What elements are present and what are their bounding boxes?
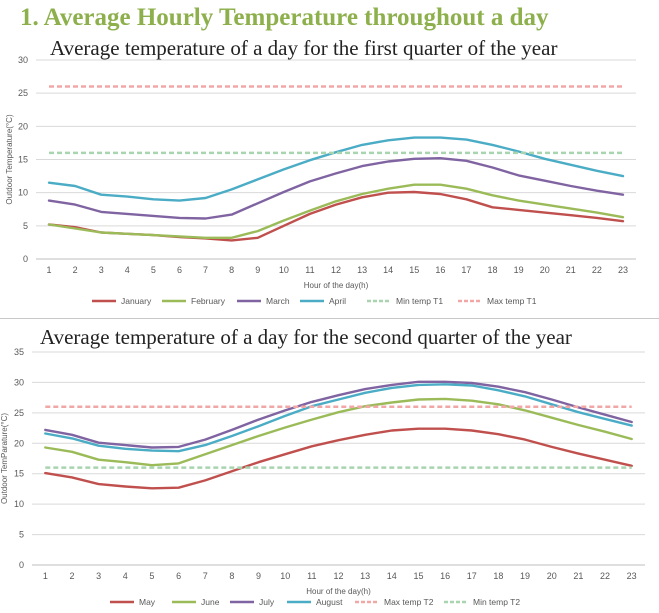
legend-label: Min temp T1 — [396, 296, 443, 306]
x-tick-label: 13 — [360, 571, 370, 581]
x-tick-label: 23 — [627, 571, 637, 581]
x-tick-label: 8 — [229, 265, 234, 275]
page-heading: 1. Average Hourly Temperature throughout… — [20, 4, 549, 31]
x-tick-label: 21 — [573, 571, 583, 581]
y-axis-title: Outdoor Temperature(°C) — [5, 114, 14, 205]
y-tick-label: 10 — [18, 188, 28, 198]
y-tick-label: 35 — [14, 347, 24, 357]
x-tick-label: 4 — [125, 265, 130, 275]
x-tick-label: 1 — [47, 265, 52, 275]
chart-title: Average temperature of a day for the fir… — [50, 36, 558, 60]
x-tick-label: 8 — [229, 571, 234, 581]
x-tick-label: 19 — [514, 265, 524, 275]
y-tick-label: 25 — [18, 88, 28, 98]
x-tick-label: 20 — [540, 265, 550, 275]
chart-title: Average temperature of a day for the sec… — [40, 325, 572, 349]
x-tick-label: 6 — [177, 265, 182, 275]
legend-label: June — [201, 597, 220, 607]
x-tick-label: 7 — [203, 265, 208, 275]
x-axis-title: Hour of the day(h) — [304, 281, 369, 290]
x-tick-label: 11 — [305, 265, 314, 275]
x-tick-label: 11 — [307, 571, 316, 581]
y-tick-label: 0 — [23, 254, 28, 264]
x-tick-label: 15 — [409, 265, 419, 275]
legend-label: January — [121, 296, 152, 306]
x-tick-label: 13 — [357, 265, 367, 275]
y-tick-label: 20 — [18, 121, 28, 131]
legend-label: Max temp T1 — [487, 296, 537, 306]
x-tick-label: 4 — [123, 571, 128, 581]
x-tick-label: 12 — [333, 571, 343, 581]
chart-panel-q1: Average temperature of a day for the fir… — [0, 33, 659, 313]
legend-label: March — [266, 296, 290, 306]
series-line-february — [47, 183, 625, 240]
x-tick-label: 16 — [435, 265, 445, 275]
y-axis-title: Outdoor TemParature(°C) — [0, 413, 9, 504]
x-tick-label: 17 — [467, 571, 477, 581]
x-tick-label: 5 — [151, 265, 156, 275]
x-tick-label: 1 — [43, 571, 48, 581]
y-tick-label: 5 — [23, 221, 28, 231]
legend-label: April — [329, 296, 346, 306]
x-tick-label: 2 — [73, 265, 78, 275]
series-line-july — [44, 380, 633, 449]
legend-label: August — [316, 597, 343, 607]
x-tick-label: 12 — [331, 265, 341, 275]
x-tick-label: 20 — [547, 571, 557, 581]
x-tick-label: 15 — [413, 571, 423, 581]
x-tick-label: 3 — [96, 571, 101, 581]
series-line-march — [47, 156, 625, 220]
series-line-may — [44, 427, 633, 490]
x-tick-label: 19 — [520, 571, 530, 581]
series-line-june — [44, 397, 633, 467]
x-tick-label: 2 — [69, 571, 74, 581]
x-tick-label: 23 — [618, 265, 628, 275]
legend-label: Min temp T2 — [473, 597, 520, 607]
x-tick-label: 22 — [600, 571, 610, 581]
x-tick-label: 3 — [99, 265, 104, 275]
x-tick-label: 9 — [256, 571, 261, 581]
x-tick-label: 6 — [176, 571, 181, 581]
x-tick-label: 16 — [440, 571, 450, 581]
x-tick-label: 21 — [566, 265, 576, 275]
y-tick-label: 30 — [18, 55, 28, 65]
x-tick-label: 9 — [255, 265, 260, 275]
series-line-april — [47, 136, 625, 202]
y-tick-label: 0 — [19, 560, 24, 570]
y-tick-label: 10 — [14, 499, 24, 509]
x-axis-title: Hour of the day(h) — [306, 587, 371, 596]
series-line-august — [44, 383, 633, 453]
x-tick-label: 5 — [149, 571, 154, 581]
x-tick-label: 7 — [203, 571, 208, 581]
x-tick-label: 17 — [461, 265, 471, 275]
x-tick-label: 22 — [592, 265, 602, 275]
y-tick-label: 30 — [14, 377, 24, 387]
x-tick-label: 18 — [488, 265, 498, 275]
y-tick-label: 5 — [19, 530, 24, 540]
y-tick-label: 25 — [14, 408, 24, 418]
legend-label: February — [191, 296, 226, 306]
x-tick-label: 10 — [279, 265, 289, 275]
x-tick-label: 10 — [280, 571, 290, 581]
y-tick-label: 20 — [14, 438, 24, 448]
x-tick-label: 14 — [383, 265, 393, 275]
y-tick-label: 15 — [18, 155, 28, 165]
chart-panel-q2: Average temperature of a day for the sec… — [0, 318, 659, 611]
legend-label: May — [139, 597, 156, 607]
legend-label: July — [259, 597, 275, 607]
x-tick-label: 18 — [493, 571, 503, 581]
y-tick-label: 15 — [14, 469, 24, 479]
x-tick-label: 14 — [387, 571, 397, 581]
legend-label: Max temp T2 — [384, 597, 434, 607]
